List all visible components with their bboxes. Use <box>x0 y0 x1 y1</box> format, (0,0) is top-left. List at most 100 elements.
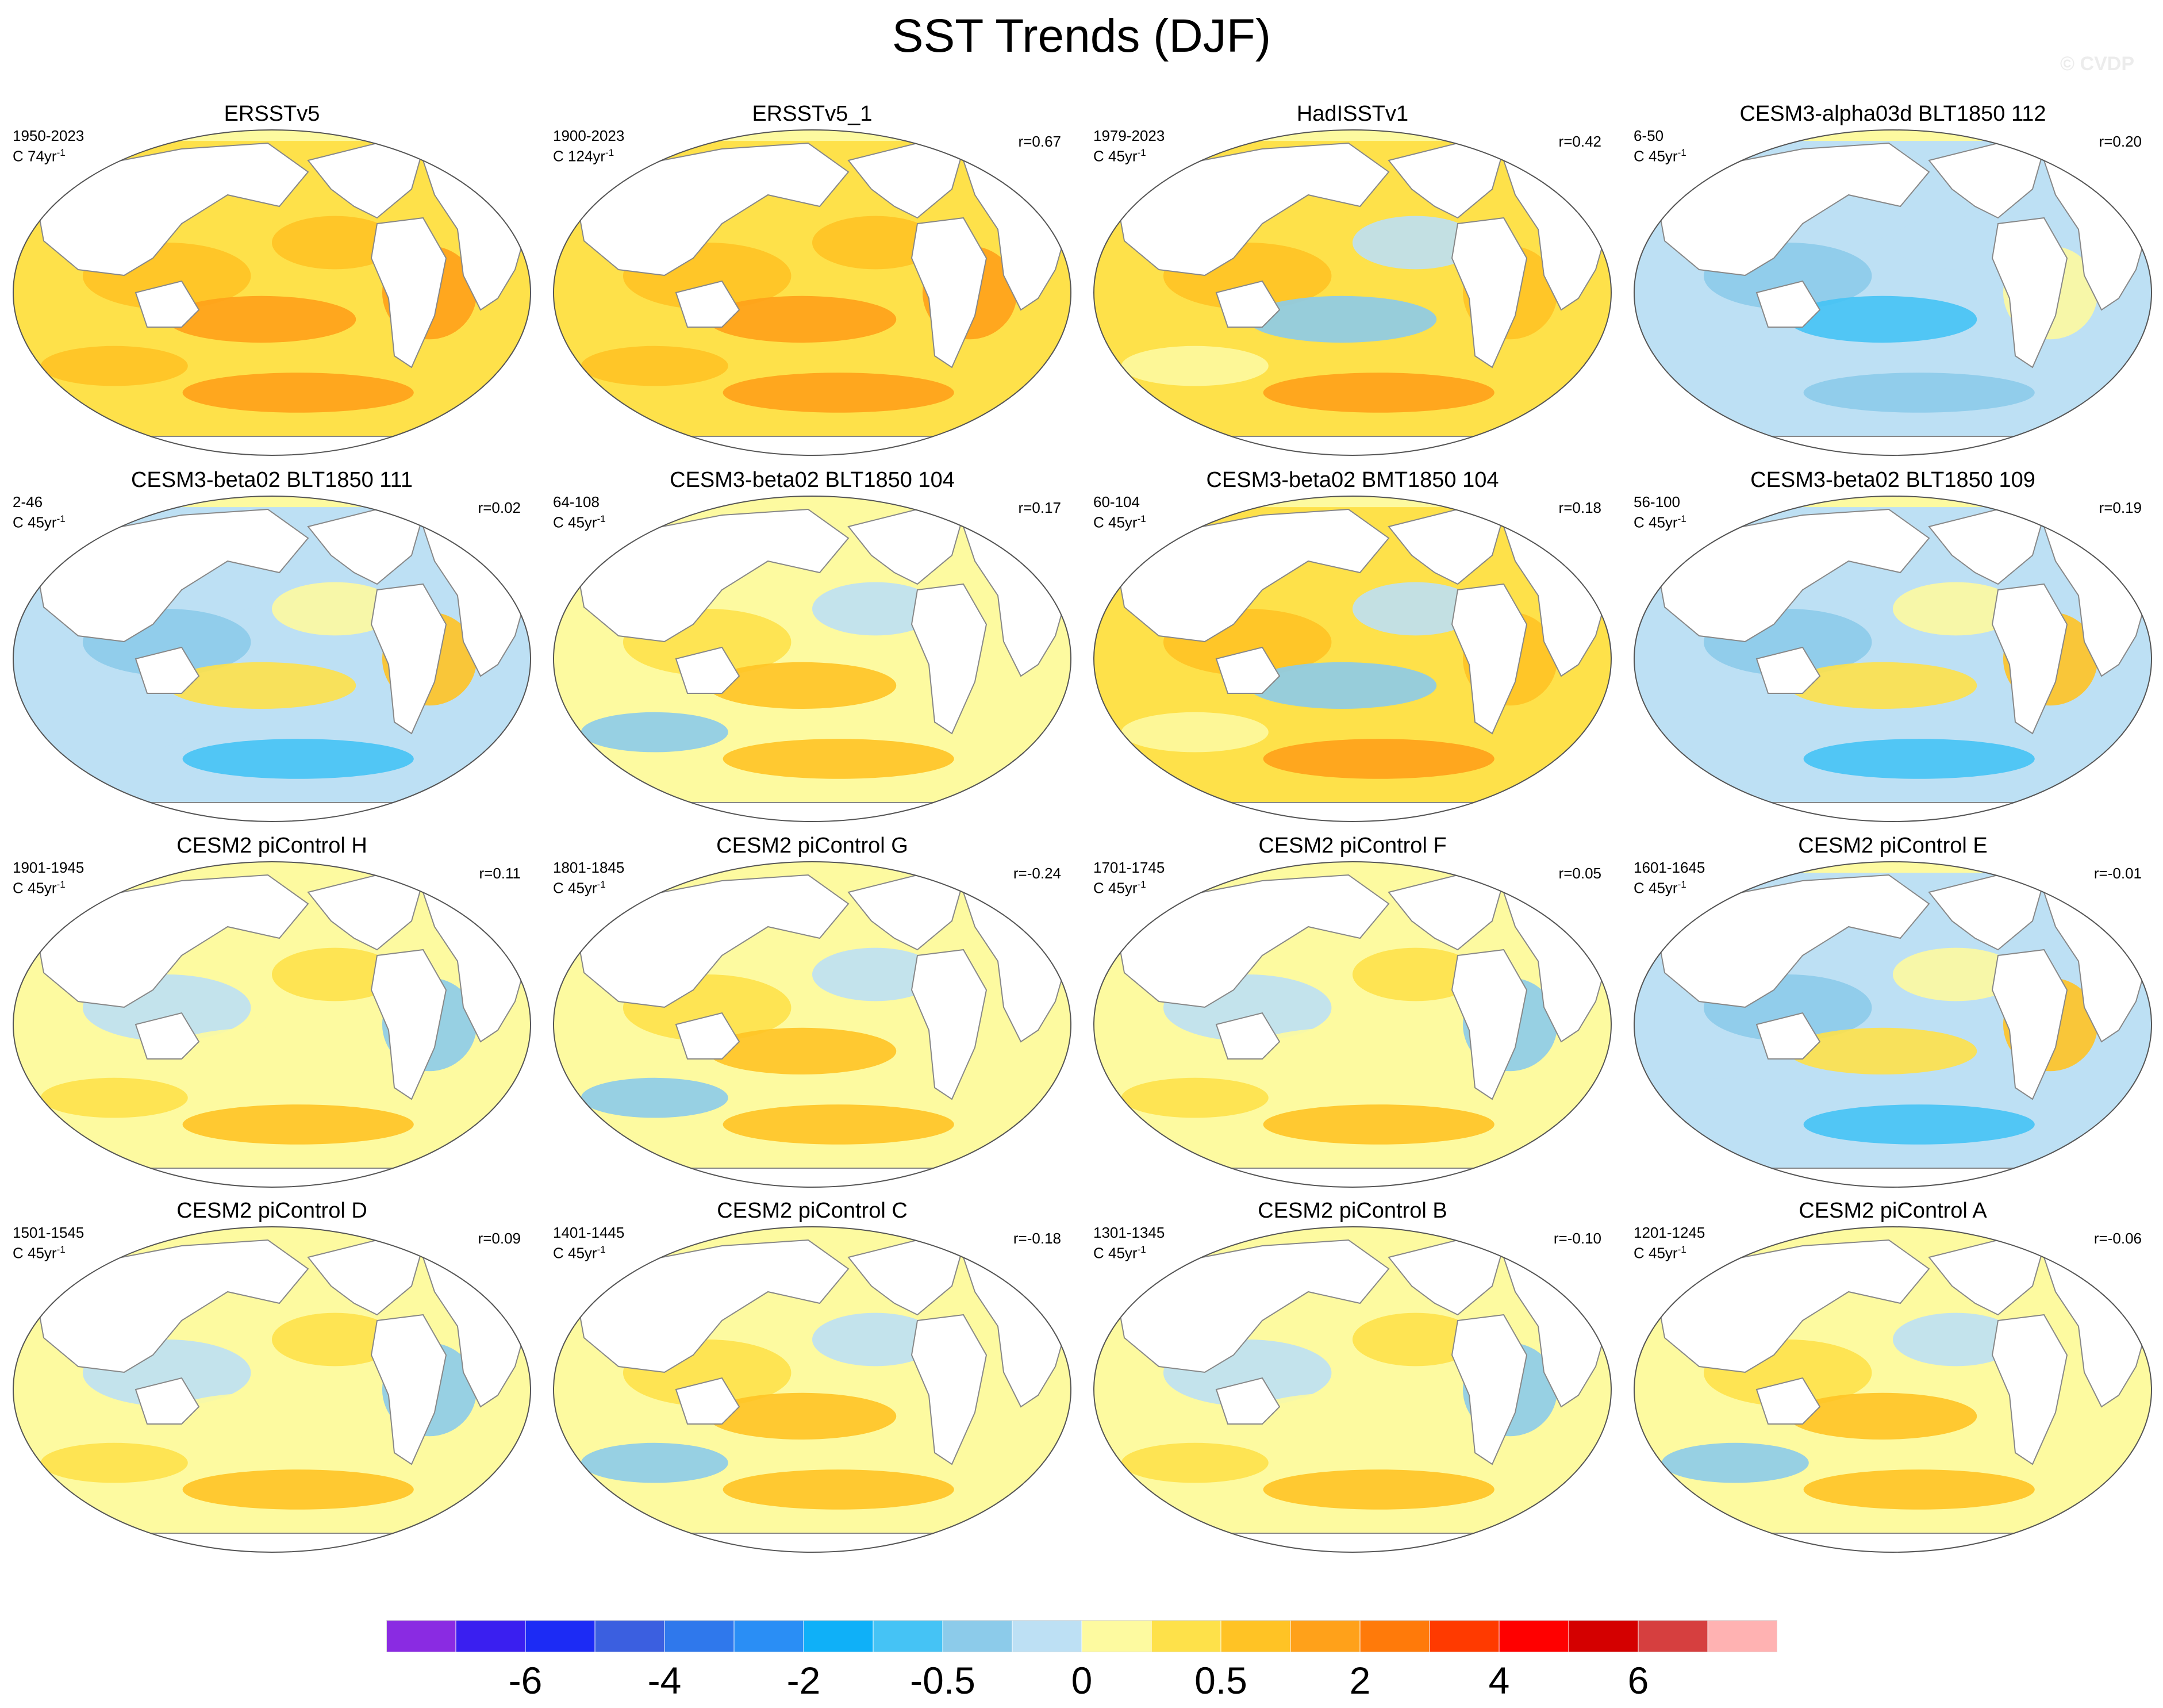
trend-region <box>1661 712 1809 753</box>
land-mass <box>1991 217 2068 369</box>
panel-units: C 74yr-1 <box>13 144 66 165</box>
panel-correlation: r=-0.24 <box>1013 865 1061 882</box>
land-mass <box>1697 1168 2092 1187</box>
land-mass <box>135 1012 200 1060</box>
land-mass <box>1697 436 2092 455</box>
map-outline <box>1093 861 1612 1188</box>
land-mass <box>1215 280 1281 328</box>
colorbar-swatch <box>942 1620 1013 1652</box>
trend-region <box>272 582 398 636</box>
panel-years: 1900-2023 <box>553 127 625 144</box>
arctic-band <box>13 1227 531 1238</box>
colorbar-tick-label: 0 <box>1071 1659 1093 1702</box>
panel-title: CESM3-beta02 BMT1850 104 <box>1206 468 1499 492</box>
panel-units-text: C 45yr <box>13 1244 57 1262</box>
colorbar-swatch <box>664 1620 735 1652</box>
colorbar-swatches <box>386 1620 1777 1652</box>
panel-units: C 45yr-1 <box>553 876 606 897</box>
panel-correlation: r=0.18 <box>1558 499 1601 516</box>
trend-region <box>272 1312 398 1367</box>
trend-region <box>1263 1104 1494 1145</box>
map-outline <box>553 496 1071 822</box>
land-mass <box>675 280 740 328</box>
panel-years: 1701-1745 <box>1093 859 1165 876</box>
panel-units-exponent: -1 <box>1137 147 1146 158</box>
trend-region <box>1353 947 1479 1001</box>
trend-region <box>40 1077 188 1118</box>
land-mass <box>1755 280 1821 328</box>
trend-region <box>182 1469 414 1510</box>
trend-region <box>707 662 897 709</box>
map-outline <box>13 1226 531 1553</box>
colorbar-swatch <box>873 1620 943 1652</box>
land-mass <box>76 436 471 455</box>
panel-units: C 45yr-1 <box>13 876 66 897</box>
trend-region <box>182 1104 414 1145</box>
map-outline <box>1634 129 2152 456</box>
land-mass <box>617 802 1011 822</box>
panel-units-text: C 45yr <box>553 879 597 897</box>
panel-title: CESM2 piControl E <box>1798 834 1988 858</box>
world-map <box>13 129 531 456</box>
map-outline <box>13 496 531 822</box>
world-map <box>553 1226 1071 1553</box>
land-mass <box>135 1377 200 1425</box>
panel-units-text: C 45yr <box>1634 879 1678 897</box>
panel-units-text: C 45yr <box>13 513 57 531</box>
map-outline <box>13 861 531 1188</box>
panel-units: C 45yr-1 <box>1634 144 1686 165</box>
map-outline <box>1093 129 1612 456</box>
colorbar-tick-labels: -6 -4 -2 -0.5 0 0.5 2 4 6 <box>0 1658 2163 1704</box>
world-map <box>1093 861 1612 1188</box>
trend-region <box>167 295 356 343</box>
world-map <box>1093 1226 1612 1553</box>
panel-units-exponent: -1 <box>597 1244 606 1255</box>
land-mass <box>617 436 1011 455</box>
colorbar <box>386 1620 1777 1652</box>
colorbar-swatch <box>1220 1620 1291 1652</box>
panel-units-exponent: -1 <box>56 513 66 524</box>
land-mass <box>1451 949 1528 1100</box>
map-panel: CESM2 piControl A 1201-1245 C 45yr-1 r=-0.0… <box>1623 1197 2162 1560</box>
land-mass <box>1991 583 2068 735</box>
world-map <box>1634 129 2152 456</box>
trend-region <box>1263 1469 1494 1510</box>
panel-units: C 45yr-1 <box>13 511 66 531</box>
arctic-band <box>1634 862 2152 873</box>
colorbar-swatch <box>1012 1620 1082 1652</box>
map-panel: ERSSTv5 1950-2023 C 74yr-1 <box>2 101 541 463</box>
panel-title: CESM3-beta02 BLT1850 104 <box>670 468 955 492</box>
land-mass <box>1697 802 2092 822</box>
trend-region <box>272 947 398 1001</box>
colorbar-swatch <box>803 1620 874 1652</box>
trend-region <box>1247 662 1437 709</box>
land-mass <box>571 508 850 643</box>
land-mass <box>1652 508 1930 643</box>
panel-units: C 45yr-1 <box>1093 511 1146 531</box>
panel-units-exponent: -1 <box>1677 1244 1686 1255</box>
trend-region <box>182 739 414 779</box>
colorbar-swatch <box>594 1620 665 1652</box>
panel-years: 2-46 <box>13 493 43 511</box>
colorbar-tick-label: 6 <box>1627 1659 1649 1702</box>
arctic-band <box>1634 1227 2152 1238</box>
trend-region <box>1263 373 1494 413</box>
land-mass <box>31 1239 309 1373</box>
panel-units-text: C 45yr <box>1634 1244 1678 1262</box>
trend-region <box>40 712 188 753</box>
trend-region <box>1121 1077 1269 1118</box>
panel-units-text: C 45yr <box>1093 879 1138 897</box>
trend-region <box>723 739 954 779</box>
panel-units: C 45yr-1 <box>1634 876 1686 897</box>
trend-region <box>707 1027 897 1074</box>
trend-region <box>40 346 188 386</box>
panel-years: 1401-1445 <box>553 1224 625 1241</box>
trend-region <box>1353 1312 1479 1367</box>
colorbar-swatch <box>1429 1620 1500 1652</box>
colorbar-tick-label: -0.5 <box>910 1659 975 1702</box>
arctic-band <box>13 496 531 508</box>
panel-years: 64-108 <box>553 493 600 511</box>
land-mass <box>135 280 200 328</box>
land-mass <box>370 949 447 1100</box>
panel-title: CESM2 piControl C <box>717 1199 908 1223</box>
